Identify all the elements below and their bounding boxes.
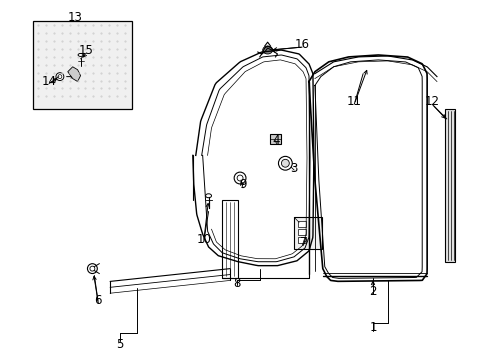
Bar (444, 109, 454, 262)
Circle shape (278, 156, 292, 170)
Ellipse shape (78, 54, 83, 57)
Circle shape (90, 266, 95, 271)
Circle shape (281, 159, 289, 167)
Text: 15: 15 (79, 44, 94, 57)
Ellipse shape (205, 194, 211, 198)
Text: 8: 8 (233, 277, 240, 290)
Text: 9: 9 (239, 179, 246, 192)
Bar (269, 134, 281, 144)
Bar (222, 200, 238, 278)
Text: 10: 10 (196, 233, 211, 246)
FancyArrowPatch shape (66, 75, 74, 78)
Bar (33, 21, 131, 109)
Text: 4: 4 (272, 134, 280, 147)
Circle shape (237, 175, 243, 181)
Text: 5: 5 (116, 338, 123, 351)
Text: 6: 6 (94, 294, 102, 307)
Circle shape (56, 73, 64, 81)
Text: 1: 1 (368, 321, 376, 334)
Text: 11: 11 (346, 95, 361, 108)
Text: 14: 14 (41, 75, 57, 88)
Bar (294, 217, 321, 249)
Circle shape (234, 172, 245, 184)
Text: 13: 13 (67, 11, 82, 24)
Bar (298, 237, 305, 243)
Bar (298, 229, 305, 235)
Ellipse shape (262, 46, 272, 54)
Text: 2: 2 (368, 285, 376, 298)
Bar (298, 221, 305, 227)
Polygon shape (68, 67, 81, 82)
Circle shape (58, 75, 62, 78)
Text: 16: 16 (294, 38, 309, 51)
Circle shape (87, 264, 97, 274)
Text: 12: 12 (424, 95, 439, 108)
Text: 3: 3 (290, 162, 297, 175)
Text: 7: 7 (300, 235, 307, 248)
